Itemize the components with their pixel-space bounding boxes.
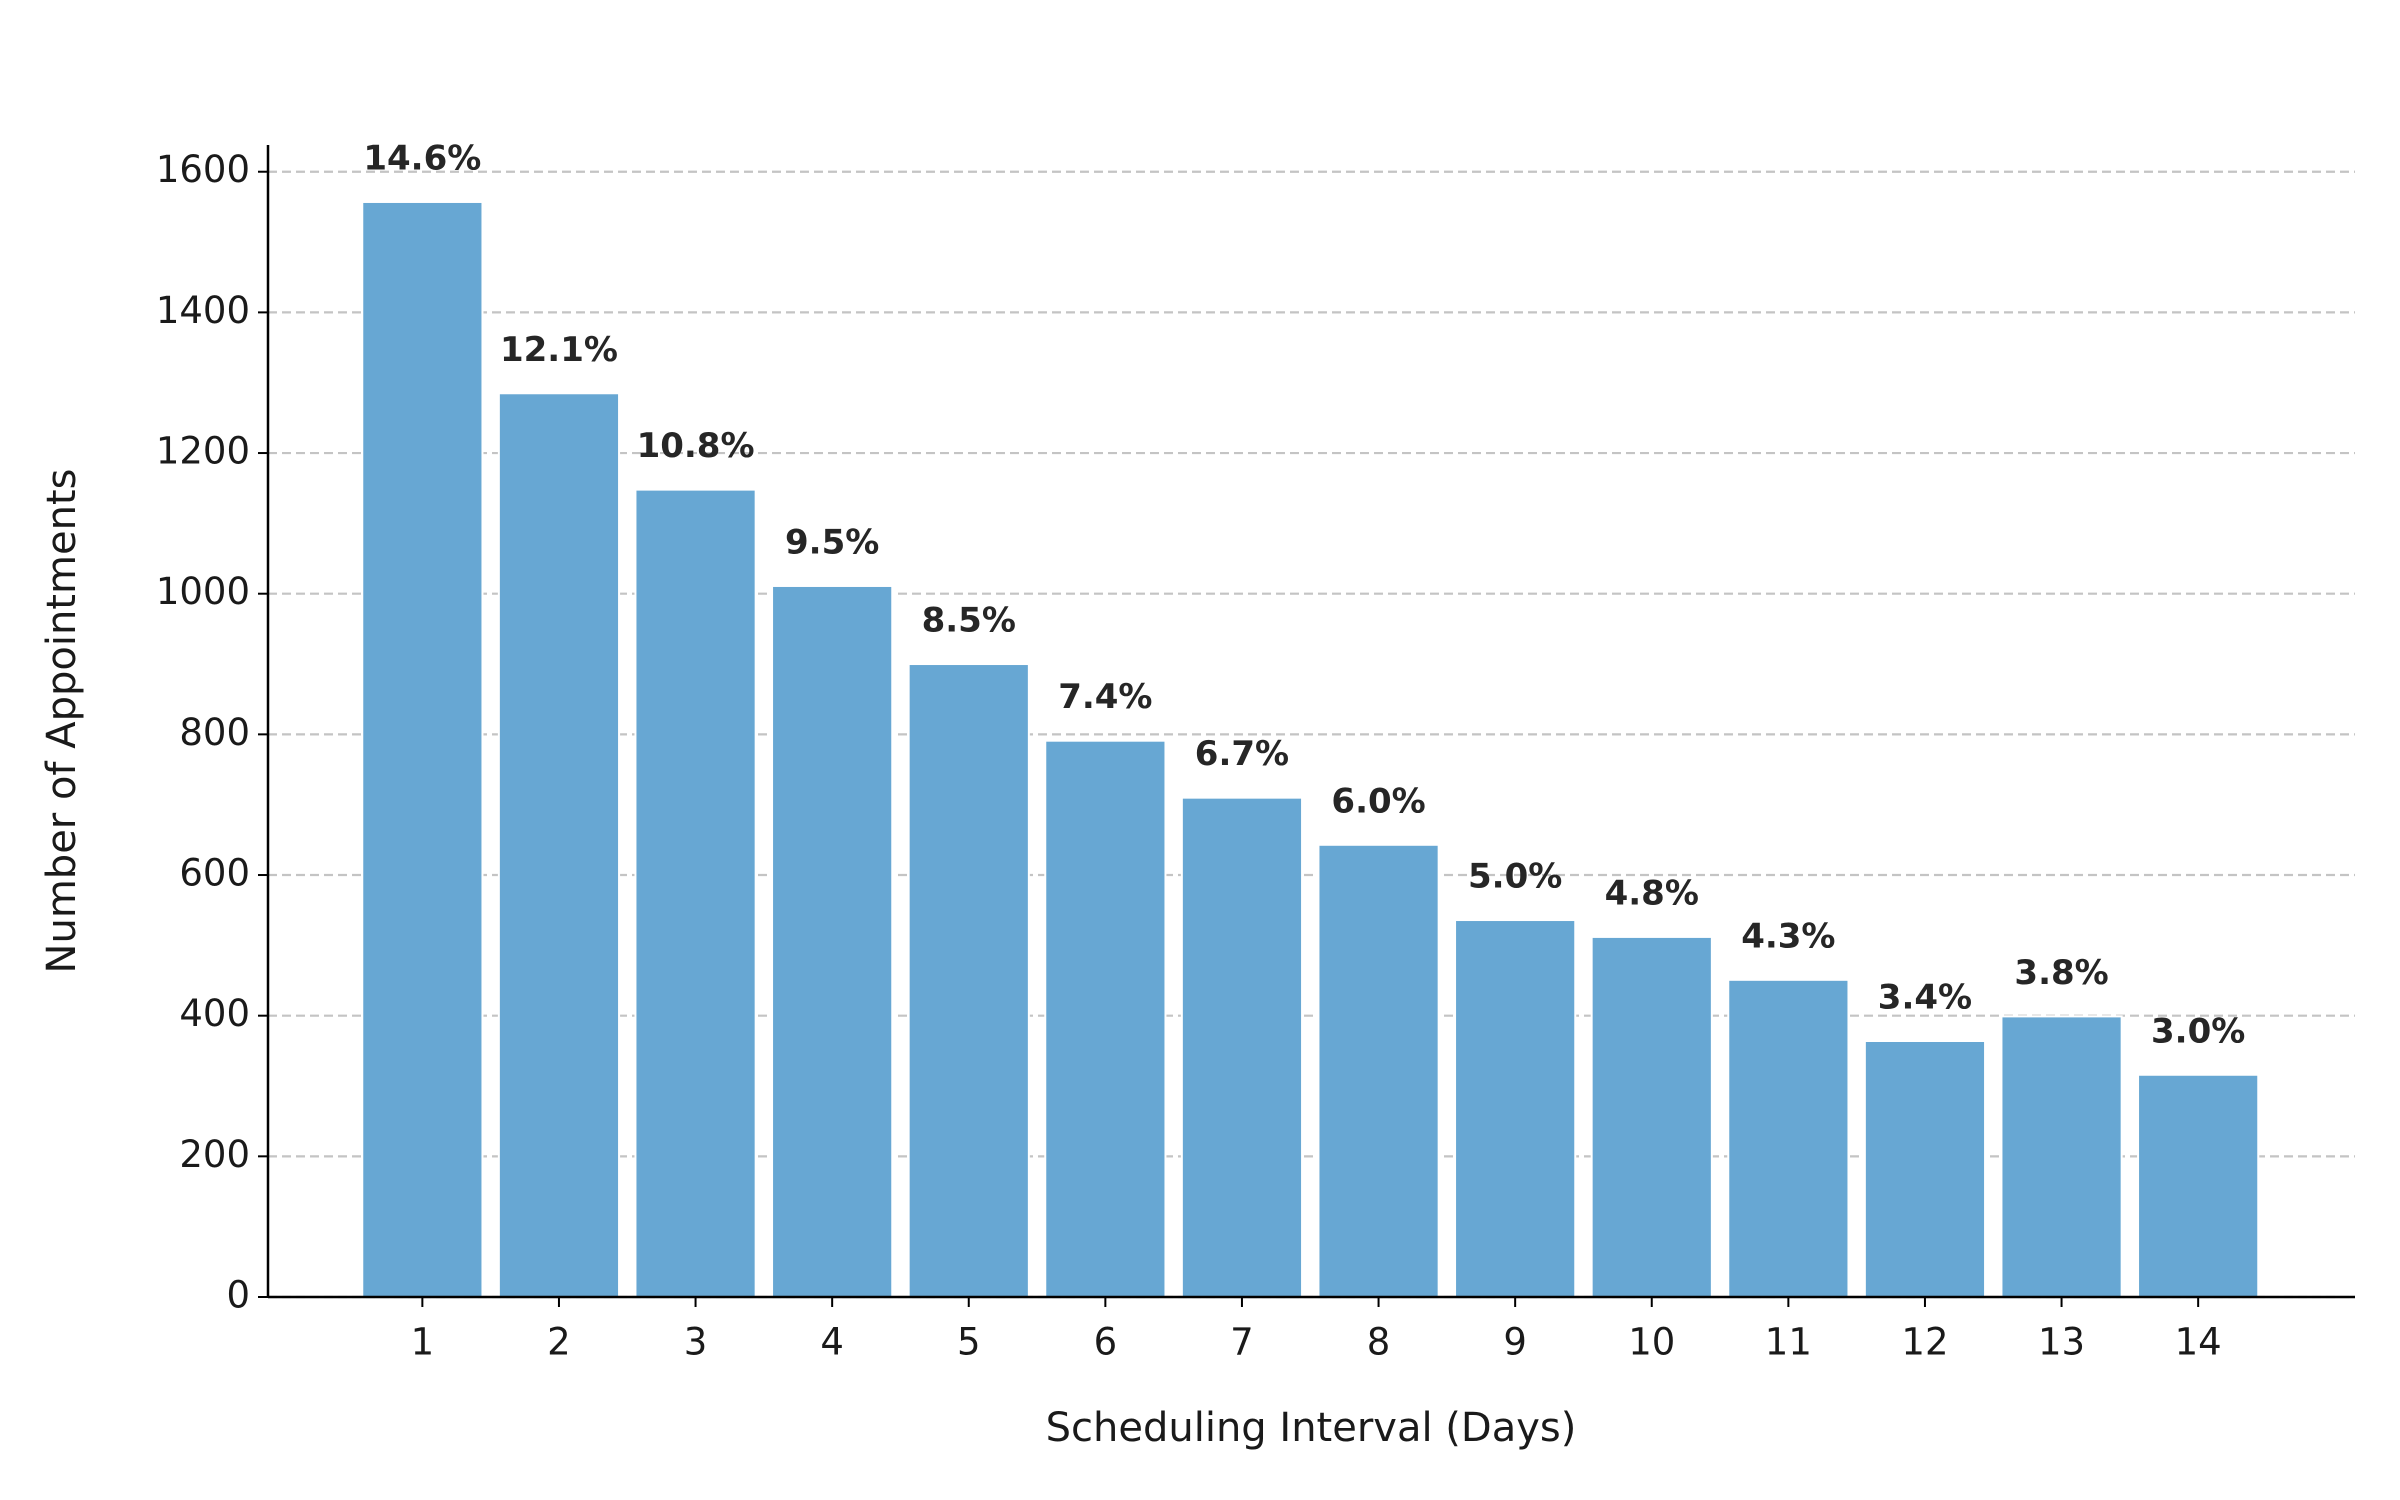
bar xyxy=(1317,843,1440,1298)
x-tick-label: 7 xyxy=(1230,1321,1254,1364)
bar-annotation: 6.7% xyxy=(1195,734,1289,774)
x-tick-label: 11 xyxy=(1765,1321,1812,1364)
y-tick-label: 1600 xyxy=(156,148,250,191)
bar-annotation: 10.8% xyxy=(637,426,755,466)
y-tick-label: 800 xyxy=(179,711,250,754)
y-tick-label: 200 xyxy=(179,1133,250,1176)
x-tick-label: 14 xyxy=(2175,1321,2222,1364)
y-tick-label: 600 xyxy=(179,852,250,895)
y-tick-label: 400 xyxy=(179,992,250,1035)
bar xyxy=(2000,1015,2123,1299)
bar-annotation: 12.1% xyxy=(500,330,618,370)
bar xyxy=(1590,935,1713,1299)
bar-annotation: 3.0% xyxy=(2151,1011,2245,1051)
bar xyxy=(634,488,757,1299)
bar-annotation: 5.0% xyxy=(1468,857,1562,897)
bar xyxy=(361,200,484,1298)
x-tick-label: 1 xyxy=(411,1321,435,1364)
bar xyxy=(771,584,894,1298)
x-tick-label: 13 xyxy=(2038,1321,2085,1364)
bar xyxy=(1727,978,1850,1298)
x-axis-label: Scheduling Interval (Days) xyxy=(1046,1405,1577,1451)
x-tick-label: 2 xyxy=(547,1321,571,1364)
y-tick-label: 0 xyxy=(226,1274,250,1317)
bar-annotation: 7.4% xyxy=(1058,677,1152,717)
bar-annotation: 9.5% xyxy=(785,522,879,562)
bar xyxy=(1180,796,1304,1299)
y-tick-label: 1400 xyxy=(156,289,250,332)
x-tick-label: 3 xyxy=(684,1321,708,1364)
bar xyxy=(2137,1073,2260,1299)
bar-annotation: 3.4% xyxy=(1878,978,1972,1018)
x-tick-label: 6 xyxy=(1094,1321,1118,1364)
bar-annotation: 4.8% xyxy=(1605,873,1699,913)
y-tick-label: 1000 xyxy=(156,570,250,613)
x-tick-label: 4 xyxy=(820,1321,844,1364)
bar xyxy=(907,663,1030,1298)
bar xyxy=(497,392,621,1298)
x-tick-label: 10 xyxy=(1628,1321,1675,1364)
x-tick-label: 8 xyxy=(1367,1321,1391,1364)
bar xyxy=(1863,1040,1987,1298)
y-tick-label: 1200 xyxy=(156,430,250,473)
bar-annotation: 6.0% xyxy=(1331,781,1425,821)
bar-annotation: 8.5% xyxy=(922,601,1016,641)
x-tick-label: 12 xyxy=(1901,1321,1948,1364)
bar-annotation: 14.6% xyxy=(363,138,481,178)
bar-annotation: 4.3% xyxy=(1741,916,1835,956)
y-axis-label: Number of Appointments xyxy=(39,469,85,974)
x-tick-label: 5 xyxy=(957,1321,981,1364)
x-tick-label: 9 xyxy=(1503,1321,1527,1364)
bar xyxy=(1044,739,1167,1298)
bar-annotation: 3.8% xyxy=(2014,953,2108,993)
bar xyxy=(1454,919,1577,1298)
